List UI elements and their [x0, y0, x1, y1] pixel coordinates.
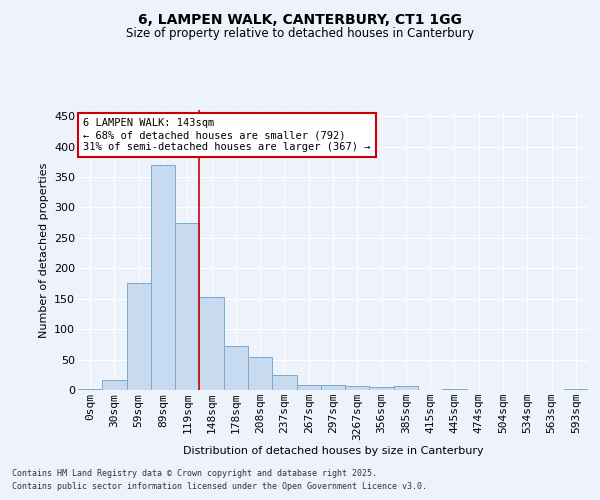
Bar — [345, 386, 370, 390]
Bar — [248, 357, 272, 390]
X-axis label: Distribution of detached houses by size in Canterbury: Distribution of detached houses by size … — [182, 446, 484, 456]
Bar — [564, 389, 588, 390]
Bar — [151, 165, 175, 390]
Bar — [394, 386, 418, 390]
Bar — [78, 389, 102, 390]
Bar — [370, 387, 394, 390]
Bar — [199, 298, 224, 390]
Bar — [272, 376, 296, 390]
Text: Contains public sector information licensed under the Open Government Licence v3: Contains public sector information licen… — [12, 482, 427, 491]
Bar — [127, 284, 151, 390]
Text: 6 LAMPEN WALK: 143sqm
← 68% of detached houses are smaller (792)
31% of semi-det: 6 LAMPEN WALK: 143sqm ← 68% of detached … — [83, 118, 371, 152]
Y-axis label: Number of detached properties: Number of detached properties — [38, 162, 49, 338]
Bar — [175, 222, 199, 390]
Bar — [224, 346, 248, 390]
Text: Contains HM Land Registry data © Crown copyright and database right 2025.: Contains HM Land Registry data © Crown c… — [12, 468, 377, 477]
Bar — [321, 384, 345, 390]
Text: Size of property relative to detached houses in Canterbury: Size of property relative to detached ho… — [126, 28, 474, 40]
Text: 6, LAMPEN WALK, CANTERBURY, CT1 1GG: 6, LAMPEN WALK, CANTERBURY, CT1 1GG — [138, 12, 462, 26]
Bar — [296, 384, 321, 390]
Bar — [102, 380, 127, 390]
